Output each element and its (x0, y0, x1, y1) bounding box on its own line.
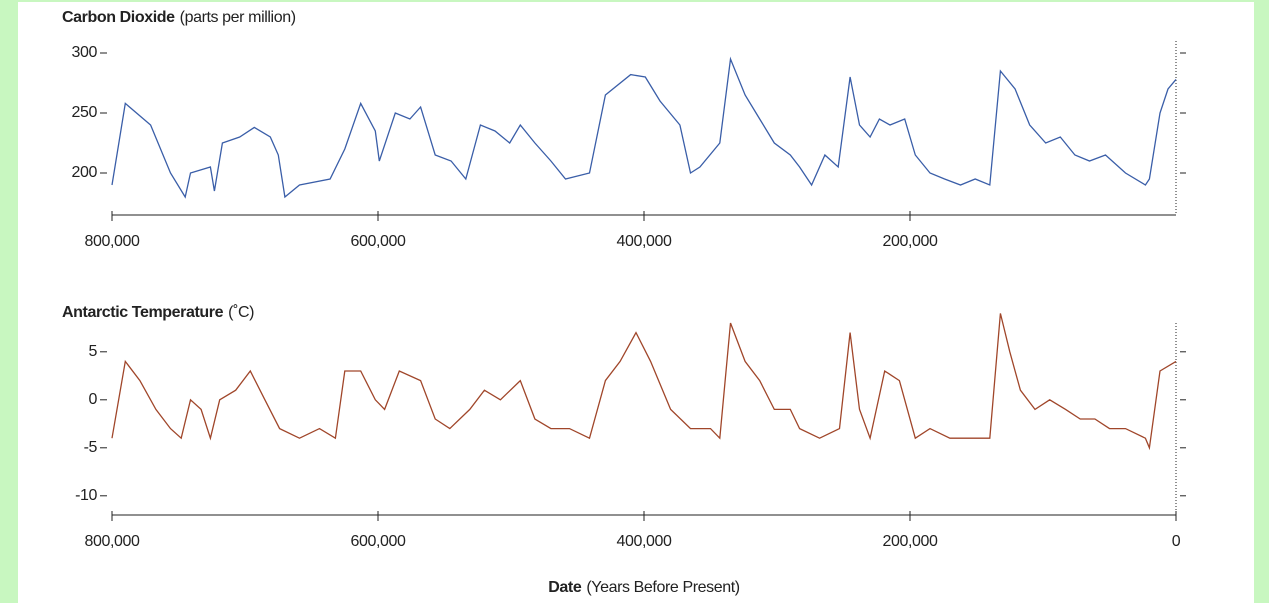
y-tick-label: -5 (84, 439, 98, 456)
title-main: Antarctic Temperature (62, 304, 224, 321)
x-tick-label: 600,000 (350, 533, 406, 550)
title-main: Carbon Dioxide (62, 9, 175, 26)
panel (18, 2, 1254, 603)
y-tick-label: 300 (72, 44, 98, 61)
title-unit: (parts per million) (180, 9, 296, 26)
y-tick-label: 200 (72, 164, 98, 181)
y-tick-label: 5 (89, 343, 98, 360)
y-tick-label: 0 (89, 391, 98, 408)
x-tick-label: 200,000 (882, 233, 938, 250)
chart-title: Carbon Dioxide (parts per million) (62, 9, 296, 26)
x-tick-label: 800,000 (84, 233, 140, 250)
x-tick-label: 400,000 (616, 233, 672, 250)
x-tick-label: 400,000 (616, 533, 672, 550)
x-tick-label: 800,000 (84, 533, 140, 550)
data-line (111, 56, 1177, 199)
title-unit: (˚C) (228, 304, 254, 321)
xlabel-unit: (Years Before Present) (586, 579, 739, 596)
chart-title: Antarctic Temperature (˚C) (62, 304, 254, 321)
x-tick-label: 200,000 (882, 533, 938, 550)
x-tick-label: 0 (1172, 533, 1181, 550)
xlabel-main: Date (548, 579, 582, 596)
y-tick-label: 250 (72, 104, 98, 121)
x-axis-title: Date (Years Before Present) (548, 579, 740, 596)
y-tick-label: -10 (75, 487, 97, 504)
x-tick-label: 600,000 (350, 233, 406, 250)
data-line (111, 313, 1177, 451)
